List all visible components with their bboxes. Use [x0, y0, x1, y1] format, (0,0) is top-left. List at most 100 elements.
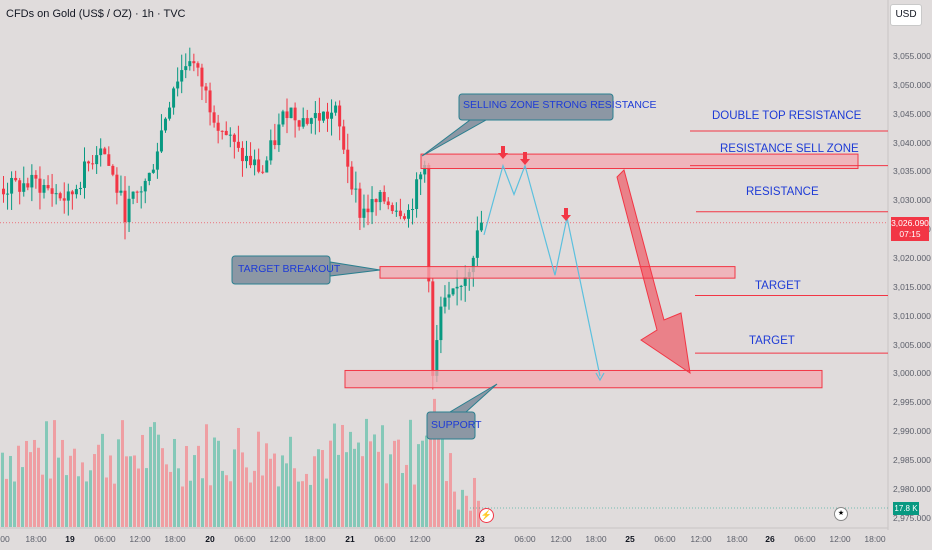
price-axis-label: 3,015.000 — [893, 281, 931, 292]
selling-zone-callout-text: SELLING ZONE STRONG RESISTANCE — [463, 99, 657, 111]
time-axis-label: 23 — [475, 534, 485, 544]
time-axis-label: 19 — [65, 534, 75, 544]
volume-bar — [17, 445, 20, 527]
sell-marker-arrow — [561, 215, 571, 221]
candle-body — [46, 184, 50, 189]
volume-bar — [325, 478, 328, 527]
candle-body — [334, 105, 338, 113]
volume-bar — [313, 456, 316, 527]
volume-bar — [333, 423, 336, 527]
candle-body — [378, 191, 382, 203]
candle-body — [200, 67, 204, 87]
price-axis-label: 3,055.000 — [893, 51, 931, 61]
candle-body — [119, 190, 123, 193]
time-axis-label: 06:00 — [234, 534, 256, 544]
volume-bar — [141, 434, 144, 527]
us-flag-icon[interactable]: ★ — [834, 507, 848, 521]
candle-body — [281, 111, 285, 125]
time-axis-label: 12:00 — [690, 534, 712, 544]
candle-body — [253, 159, 257, 166]
candle-body — [257, 159, 261, 172]
time-axis-label: 18:00 — [304, 534, 326, 544]
candle-body — [99, 148, 103, 156]
volume-bar — [477, 500, 480, 527]
candle-body — [34, 174, 38, 179]
candle-body — [83, 161, 86, 188]
candle-body — [50, 188, 54, 194]
volume-bar — [357, 442, 360, 527]
time-axis-label: 21 — [345, 534, 355, 544]
sell-marker-stem — [523, 152, 527, 159]
candle-body — [249, 155, 253, 166]
volume-bar — [45, 421, 48, 527]
volume-bar — [245, 467, 248, 527]
volume-bar — [1, 452, 4, 527]
candle-body — [475, 230, 479, 258]
candle-body — [6, 193, 10, 195]
time-axis-label: 12:00 — [409, 534, 431, 544]
support-zone — [344, 369, 823, 389]
time-axis-label: 00 — [0, 534, 10, 544]
candle-body — [95, 155, 99, 165]
candle-body — [58, 193, 62, 199]
candle-body — [382, 191, 386, 202]
price-axis-label: 2,980.000 — [893, 483, 931, 494]
volume-bar — [285, 463, 288, 527]
candle-body — [66, 191, 70, 201]
volume-bar — [229, 481, 232, 527]
volume-bar — [469, 510, 472, 527]
lightning-icon[interactable]: ⚡ — [479, 508, 494, 523]
currency-button[interactable]: USD — [890, 4, 922, 26]
volume-bar — [121, 420, 124, 527]
candle-body — [471, 257, 475, 273]
resistance-sell-zone-label: RESISTANCE SELL ZONE — [720, 143, 859, 155]
volume-bar — [173, 438, 176, 527]
volume-bar — [169, 471, 172, 527]
candle-body — [386, 201, 390, 206]
volume-bar — [133, 455, 136, 527]
volume-bar — [149, 426, 152, 527]
volume-bar — [97, 444, 100, 527]
volume-bar — [461, 489, 464, 527]
volume-bar — [441, 424, 444, 527]
candle-body — [423, 164, 427, 175]
volume-bar — [105, 477, 108, 527]
candle-body — [172, 88, 176, 108]
resistance-zone — [420, 153, 859, 170]
candle-body — [216, 122, 220, 131]
candle-body — [208, 90, 212, 113]
price-axis-label: 3,010.000 — [893, 310, 931, 321]
time-axis-label: 18:00 — [864, 534, 886, 544]
candle-body — [459, 285, 463, 287]
candle-body — [301, 118, 305, 127]
time-axis-label: 12:00 — [829, 534, 851, 544]
candle-body — [139, 191, 143, 193]
time-axis-label: 25 — [625, 534, 635, 544]
candle-body — [220, 130, 224, 132]
candle-body — [285, 111, 289, 119]
candle-body — [151, 169, 155, 173]
time-axis-label: 06:00 — [794, 534, 816, 544]
volume-bar — [213, 437, 216, 527]
volume-bar — [241, 452, 244, 527]
resistance-label: RESISTANCE — [746, 186, 819, 198]
candle-body — [22, 183, 26, 192]
volume-bar — [445, 481, 448, 527]
candle-body — [135, 191, 139, 193]
candle-body — [155, 151, 159, 170]
volume-bar — [409, 419, 412, 527]
volume-bar — [369, 441, 372, 527]
volume-bar — [289, 436, 292, 527]
volume-bar — [29, 452, 32, 527]
candle-body — [463, 276, 467, 286]
candle-body — [326, 111, 329, 119]
volume-bar — [261, 475, 264, 527]
candle-body — [362, 208, 366, 218]
target-label-1: TARGET — [755, 280, 801, 292]
volume-bar — [161, 448, 164, 527]
candle-body — [419, 174, 423, 180]
candle-body — [439, 306, 443, 341]
volume-bar — [37, 447, 40, 527]
volume-bar — [401, 472, 404, 527]
